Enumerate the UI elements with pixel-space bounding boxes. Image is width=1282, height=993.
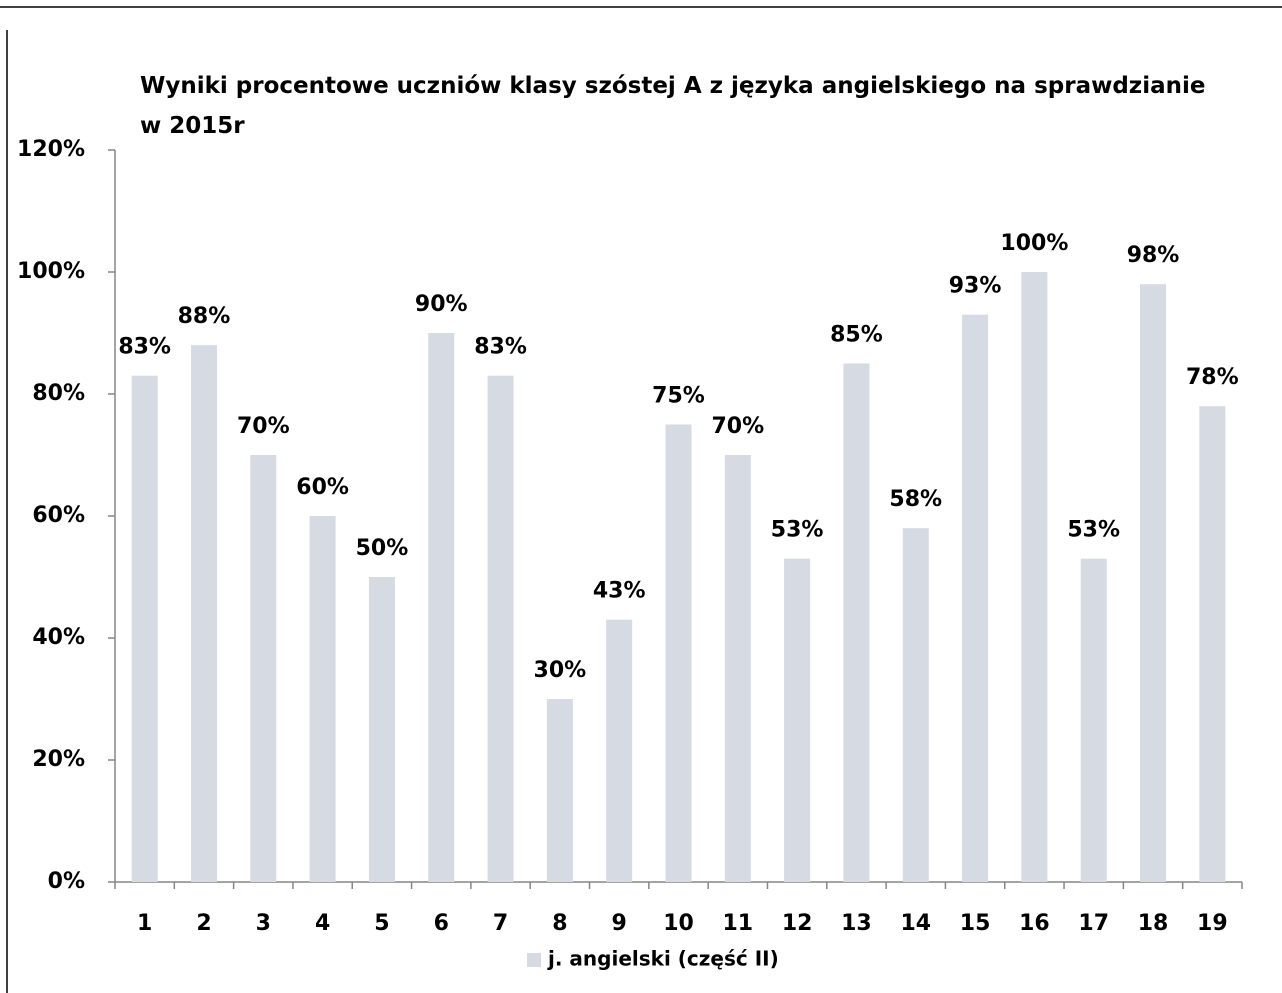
- y-tick-label: 120%: [17, 137, 85, 162]
- bar: [665, 424, 692, 882]
- data-label: 78%: [1186, 365, 1239, 390]
- bar: [309, 516, 336, 882]
- data-label: 58%: [889, 487, 942, 512]
- x-tick-label: 7: [493, 911, 508, 936]
- data-label: 60%: [296, 475, 349, 500]
- x-tick-label: 19: [1197, 911, 1228, 936]
- data-label: 53%: [1067, 518, 1120, 543]
- data-label: 90%: [415, 292, 468, 317]
- data-label: 30%: [534, 658, 587, 683]
- data-label: 85%: [830, 323, 883, 348]
- bar: [1080, 558, 1107, 882]
- x-tick-label: 4: [315, 911, 330, 936]
- x-tick-label: 10: [663, 911, 694, 936]
- x-tick-label: 18: [1138, 911, 1169, 936]
- bar: [724, 455, 751, 882]
- data-label: 93%: [949, 274, 1002, 299]
- x-tick-label: 6: [434, 911, 449, 936]
- x-tick-label: 15: [960, 911, 991, 936]
- data-label: 70%: [711, 414, 764, 439]
- x-tick-label: 5: [374, 911, 389, 936]
- x-tick-label: 1: [137, 911, 152, 936]
- y-tick-label: 20%: [32, 747, 85, 772]
- x-tick-label: 9: [612, 911, 627, 936]
- data-label: 53%: [771, 518, 824, 543]
- data-label: 50%: [356, 536, 409, 561]
- bar: [428, 333, 455, 882]
- bar: [368, 577, 395, 882]
- bar: [250, 455, 277, 882]
- data-label: 43%: [593, 579, 646, 604]
- data-label: 70%: [237, 414, 290, 439]
- data-label: 88%: [178, 304, 231, 329]
- data-label: 83%: [118, 335, 171, 360]
- data-label: 100%: [1000, 231, 1068, 256]
- x-tick-label: 2: [196, 911, 211, 936]
- x-tick-label: 3: [256, 911, 271, 936]
- bar: [784, 558, 811, 882]
- data-label: 83%: [474, 335, 527, 360]
- y-tick-label: 40%: [32, 625, 85, 650]
- x-tick-label: 11: [723, 911, 754, 936]
- bar: [843, 363, 870, 882]
- bar: [606, 619, 633, 882]
- x-tick-label: 14: [900, 911, 931, 936]
- y-tick-label: 0%: [48, 869, 85, 894]
- x-tick-label: 17: [1078, 911, 1109, 936]
- bar: [1021, 272, 1048, 882]
- bar: [190, 345, 217, 882]
- bar: [131, 375, 158, 882]
- legend-label: j. angielski (część II): [547, 947, 779, 971]
- legend-swatch: [527, 953, 541, 967]
- bar: [487, 375, 514, 882]
- bar: [1140, 284, 1167, 882]
- data-label: 75%: [652, 384, 705, 409]
- bar: [962, 314, 989, 882]
- data-label: 98%: [1127, 243, 1180, 268]
- y-tick-label: 60%: [32, 503, 85, 528]
- x-tick-label: 16: [1019, 911, 1050, 936]
- x-tick-label: 8: [552, 911, 567, 936]
- y-tick-label: 100%: [17, 259, 85, 284]
- x-tick-label: 13: [841, 911, 872, 936]
- y-tick-label: 80%: [32, 381, 85, 406]
- bar: [546, 699, 573, 882]
- bar: [902, 528, 929, 882]
- chart-title: Wyniki procentowe uczniów klasy szóstej …: [140, 73, 1206, 139]
- x-tick-label: 12: [782, 911, 813, 936]
- bar: [1199, 406, 1226, 882]
